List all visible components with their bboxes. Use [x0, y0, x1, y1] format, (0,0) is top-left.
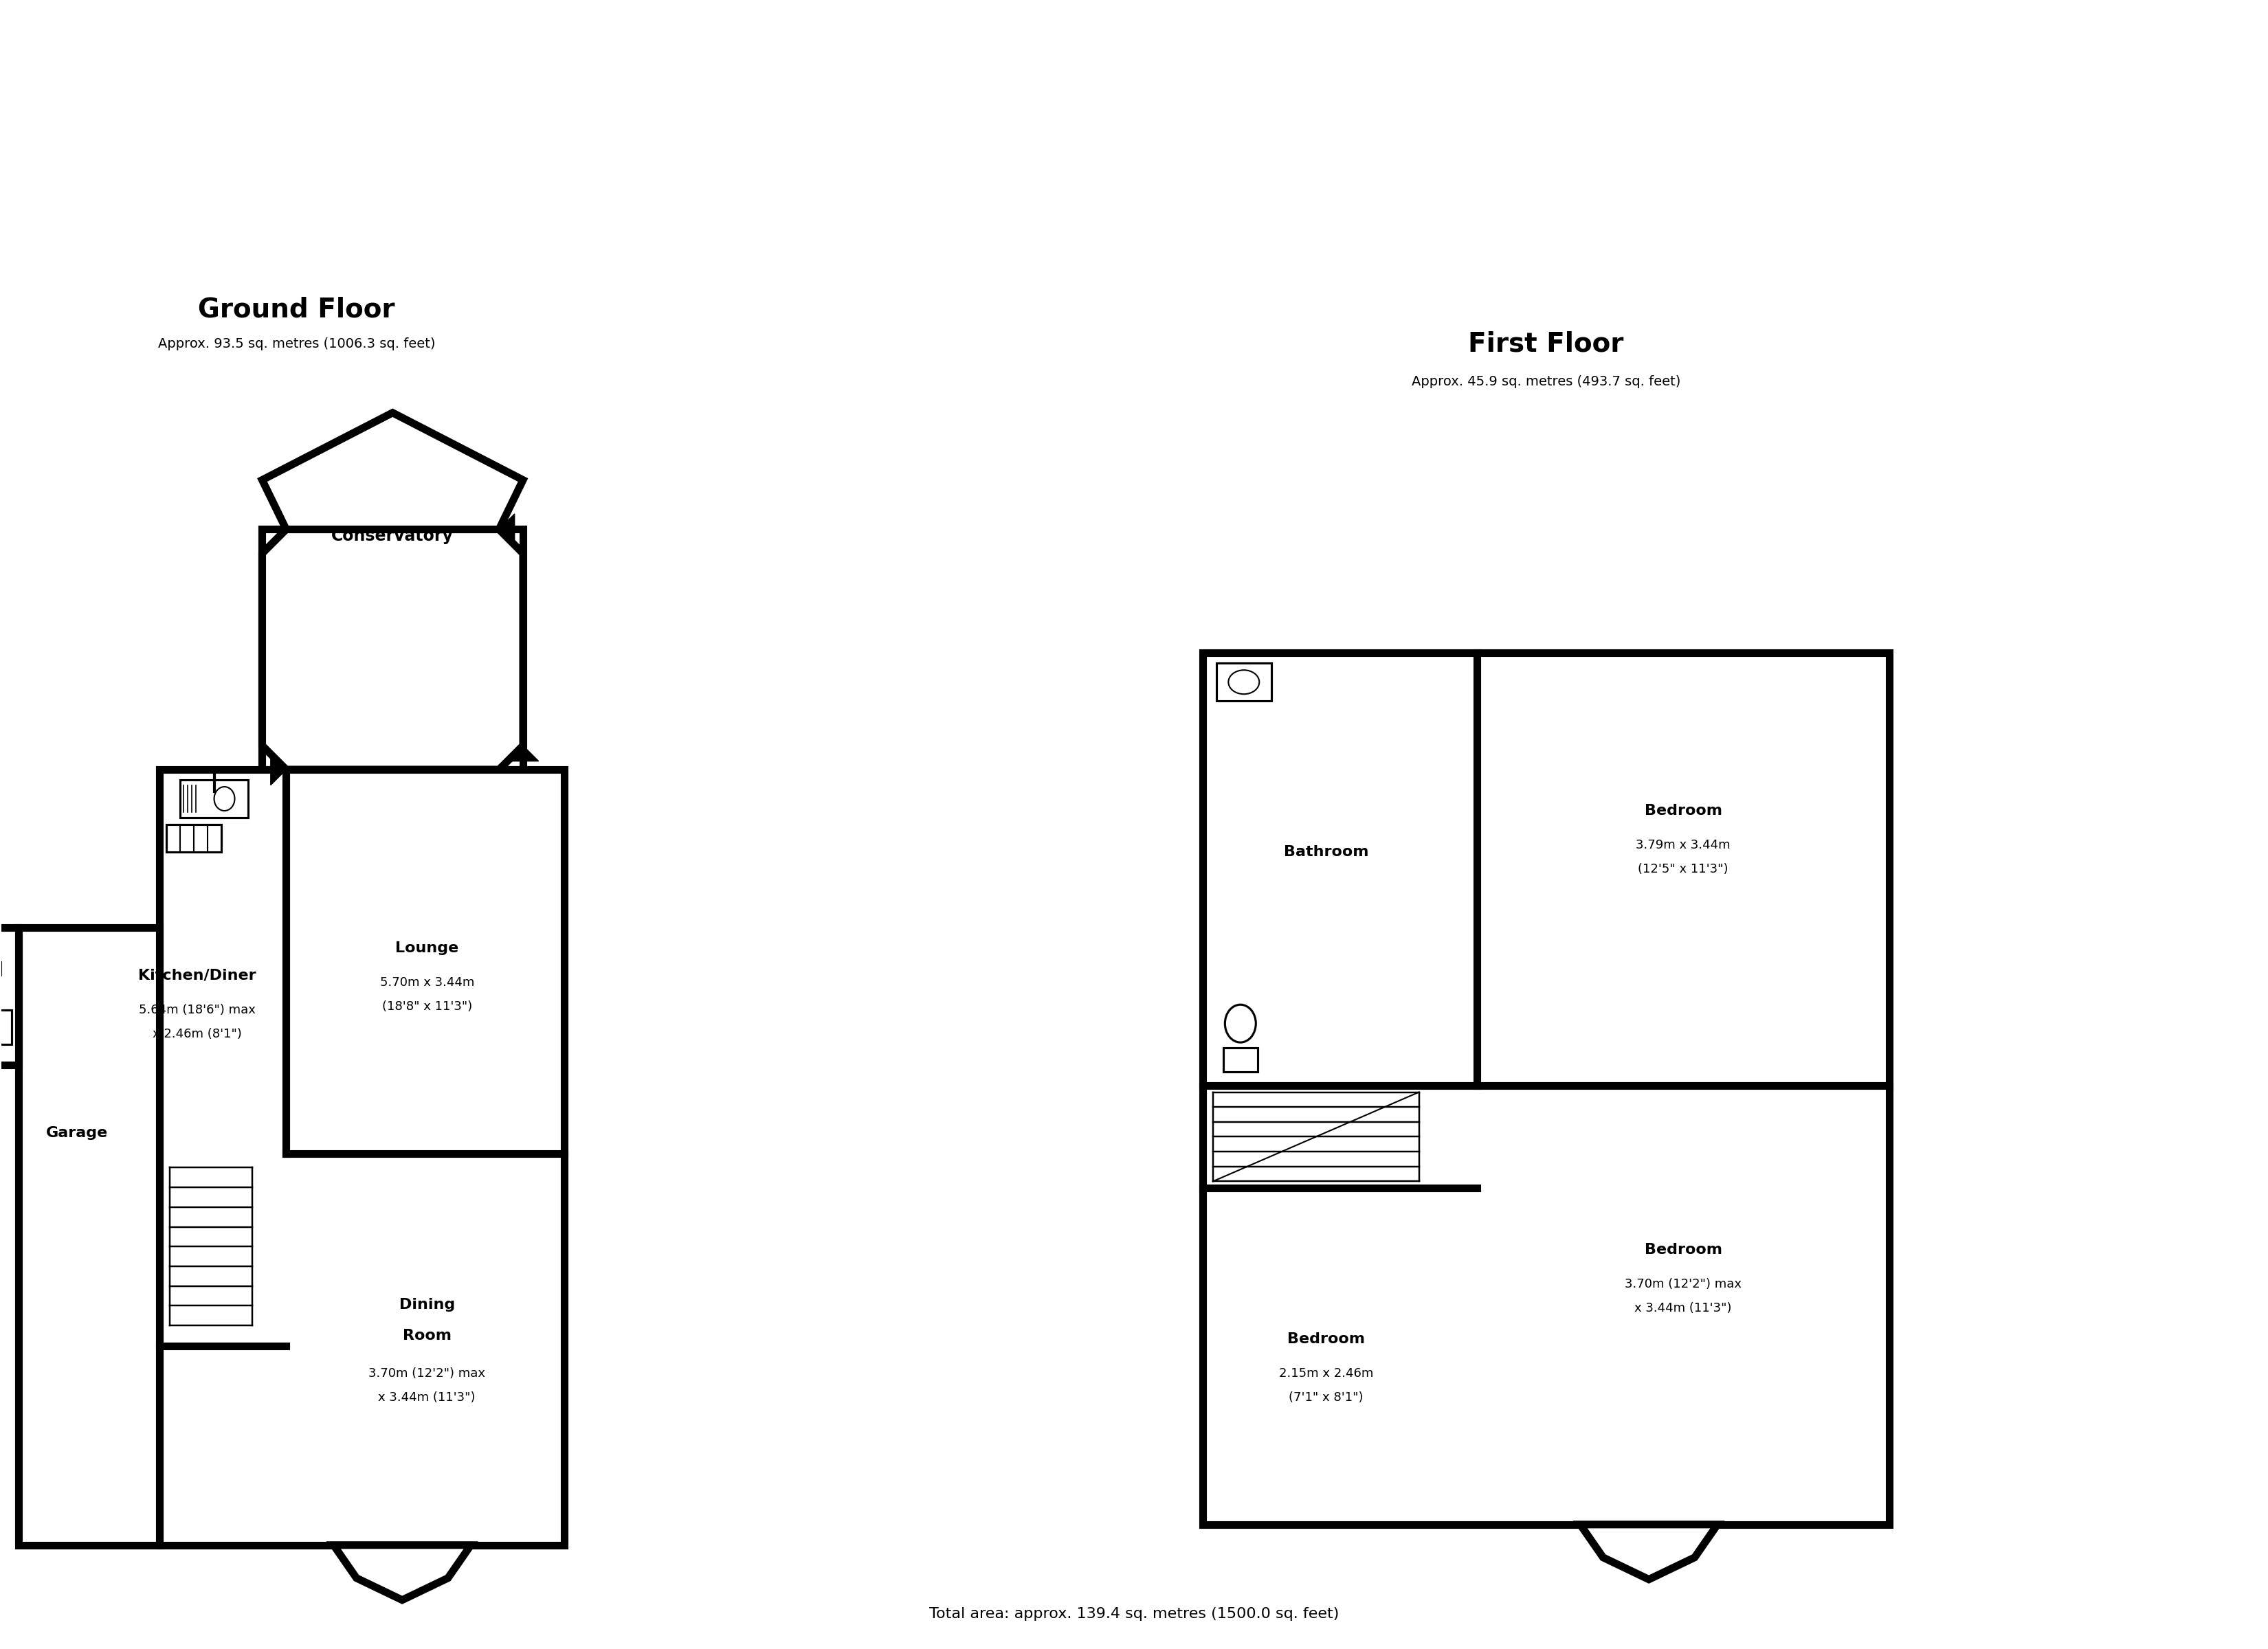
- Text: (12'5" x 11'3"): (12'5" x 11'3"): [1637, 862, 1728, 876]
- Polygon shape: [263, 529, 524, 770]
- Text: 5.70m x 3.44m: 5.70m x 3.44m: [379, 976, 474, 988]
- Text: (18'8" x 11'3"): (18'8" x 11'3"): [381, 1001, 472, 1012]
- Text: Approx. 45.9 sq. metres (493.7 sq. feet): Approx. 45.9 sq. metres (493.7 sq. feet): [1411, 376, 1681, 389]
- Bar: [1216, 663, 1272, 701]
- Polygon shape: [508, 745, 538, 762]
- Bar: [1202, 653, 1889, 1525]
- Bar: [0, 1009, 11, 1044]
- Polygon shape: [499, 514, 515, 544]
- Bar: [166, 824, 220, 853]
- Polygon shape: [263, 412, 524, 529]
- Bar: [263, 529, 524, 770]
- Text: Bedroom: Bedroom: [1644, 805, 1721, 818]
- Text: Bedroom: Bedroom: [1644, 1243, 1721, 1257]
- Text: Room: Room: [401, 1329, 451, 1342]
- Text: Bedroom: Bedroom: [1288, 1332, 1365, 1346]
- Bar: [159, 770, 565, 1545]
- Text: 3.70m (12'2") max: 3.70m (12'2") max: [1624, 1278, 1742, 1291]
- Text: x 3.44m (11'3"): x 3.44m (11'3"): [1635, 1303, 1733, 1314]
- Ellipse shape: [1225, 1004, 1256, 1042]
- Text: x 3.44m (11'3"): x 3.44m (11'3"): [379, 1392, 476, 1403]
- Text: Lounge: Lounge: [395, 942, 458, 955]
- Text: First Floor: First Floor: [1467, 331, 1624, 358]
- Bar: [1222, 1047, 1256, 1072]
- Bar: [0, 927, 18, 1065]
- Ellipse shape: [1229, 669, 1259, 694]
- Text: Ground Floor: Ground Floor: [197, 297, 395, 323]
- Text: Garage: Garage: [45, 1126, 109, 1139]
- Polygon shape: [333, 1545, 472, 1600]
- Text: Bathroom: Bathroom: [1284, 844, 1368, 859]
- Bar: [179, 780, 249, 818]
- Text: 3.70m (12'2") max: 3.70m (12'2") max: [367, 1367, 485, 1380]
- Text: Conservatory: Conservatory: [331, 528, 454, 544]
- Text: 3.79m x 3.44m: 3.79m x 3.44m: [1635, 839, 1730, 851]
- Polygon shape: [270, 754, 286, 785]
- Bar: [18, 927, 159, 1545]
- Text: Total area: approx. 139.4 sq. metres (1500.0 sq. feet): Total area: approx. 139.4 sq. metres (15…: [930, 1606, 1338, 1621]
- Text: Kitchen/Diner: Kitchen/Diner: [138, 968, 256, 983]
- Ellipse shape: [213, 787, 234, 811]
- Text: (7'1" x 8'1"): (7'1" x 8'1"): [1288, 1392, 1363, 1403]
- Text: x 2.46m (8'1"): x 2.46m (8'1"): [152, 1027, 243, 1041]
- Polygon shape: [1581, 1525, 1717, 1580]
- Text: Dining: Dining: [399, 1298, 456, 1311]
- Text: 2.15m x 2.46m: 2.15m x 2.46m: [1279, 1367, 1374, 1380]
- Text: Approx. 93.5 sq. metres (1006.3 sq. feet): Approx. 93.5 sq. metres (1006.3 sq. feet…: [159, 338, 435, 351]
- Text: 5.64m (18'6") max: 5.64m (18'6") max: [138, 1004, 256, 1016]
